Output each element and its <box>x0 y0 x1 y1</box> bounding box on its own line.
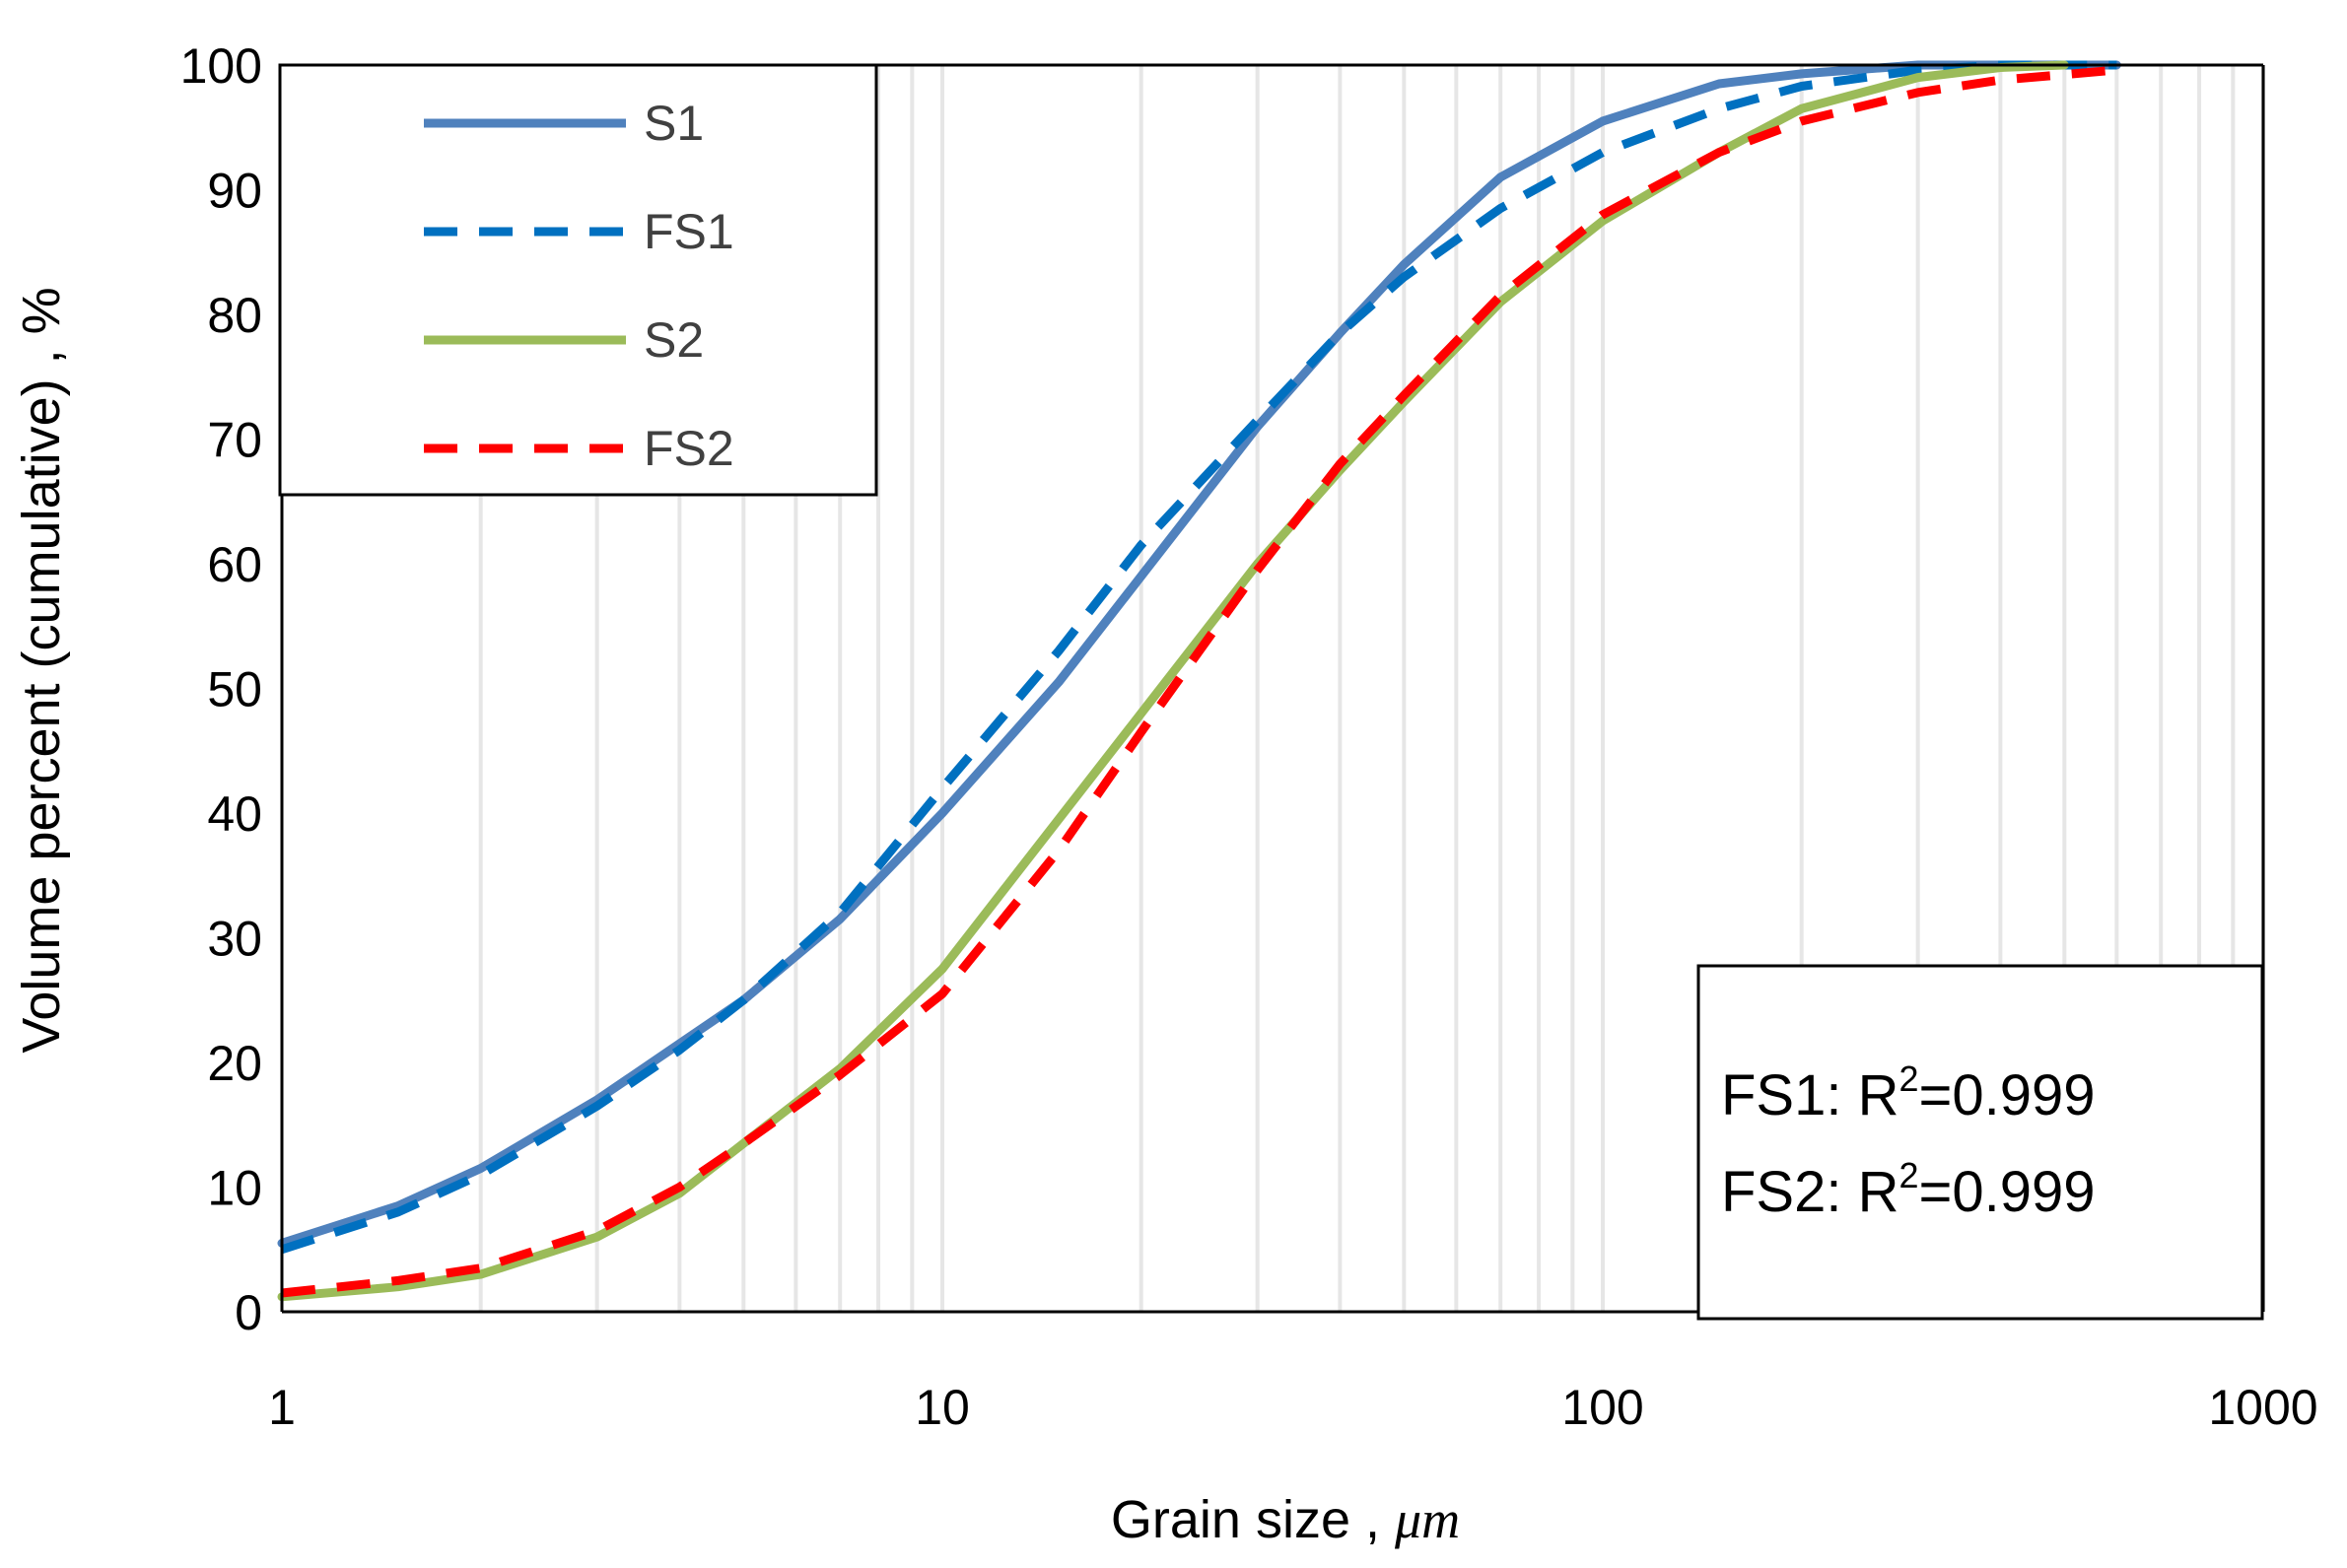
y-tick-labels: 0 10 20 30 40 50 60 70 80 90 100 <box>180 38 262 1340</box>
data-point-s1 <box>1404 264 1405 265</box>
data-point-fs1 <box>840 913 841 914</box>
data-point-s1 <box>480 1168 481 1169</box>
data-point-s2 <box>942 969 943 970</box>
data-point-fs1 <box>1718 108 1719 109</box>
data-point-s1 <box>397 1205 398 1206</box>
data-point-s2 <box>1801 108 1802 109</box>
data-point-fs1 <box>1917 70 1918 71</box>
data-point-s2 <box>397 1286 398 1287</box>
x-tick-label: 1 <box>268 1380 296 1435</box>
data-point-fs2 <box>1603 214 1604 215</box>
data-point-s1 <box>1140 576 1141 577</box>
data-point-fs2 <box>2116 70 2117 71</box>
data-point-fs1 <box>480 1174 481 1175</box>
legend-box <box>278 63 878 497</box>
y-tick-label: 70 <box>207 413 262 468</box>
x-tick-label: 10 <box>915 1380 970 1435</box>
data-point-fs1 <box>1603 152 1604 153</box>
data-point-fs1 <box>596 1106 597 1107</box>
data-point-fs2 <box>2000 80 2001 81</box>
legend-label-s1: S1 <box>644 96 704 151</box>
data-point-fs2 <box>1801 120 1802 121</box>
series-line-s2 <box>277 60 2069 1302</box>
y-tick-label: 50 <box>207 662 262 717</box>
x-tick-labels: 1 10 100 1000 <box>268 1380 2318 1435</box>
data-point-fs1 <box>1140 545 1141 546</box>
data-point-fs1 <box>1340 332 1341 333</box>
data-point-fs2 <box>1500 296 1501 297</box>
data-point-fs2 <box>480 1267 481 1268</box>
data-point-fs1 <box>1257 420 1258 421</box>
r-squared-fs1: FS1: R2=0.999 <box>1721 1058 2096 1127</box>
series-line-s1 <box>277 60 2121 1248</box>
data-point-s1 <box>1718 83 1719 84</box>
x-tick-label: 100 <box>1561 1380 1643 1435</box>
data-point-s2 <box>480 1274 481 1275</box>
r-squared-frame <box>1696 964 2264 1321</box>
data-point-s2 <box>2000 67 2001 68</box>
data-point-fs2 <box>1340 463 1341 464</box>
data-point-s2 <box>1917 77 1918 78</box>
series-line-fs1 <box>280 60 2117 1255</box>
data-point-fs1 <box>1058 650 1059 651</box>
x-axis-title: Grain size , μm <box>1111 1490 1460 1549</box>
y-tick-label: 30 <box>207 912 262 967</box>
data-point-fs2 <box>1404 395 1405 396</box>
series-line-fs2 <box>281 65 2117 1298</box>
data-point-s1 <box>596 1099 597 1100</box>
data-point-fs2 <box>596 1230 597 1231</box>
data-point-fs2 <box>1257 570 1258 571</box>
data-point-s1 <box>1500 176 1501 177</box>
legend-label-fs2: FS2 <box>644 421 734 476</box>
data-point-s1 <box>1603 120 1604 121</box>
x-tick-label: 1000 <box>2208 1380 2317 1435</box>
r-squared-box: FS1: R2=0.999 FS2: R2=0.999 <box>1696 964 2264 1321</box>
data-point-fs2 <box>1058 850 1059 851</box>
y-tick-label: 100 <box>180 38 262 94</box>
data-point-fs2 <box>1718 152 1719 153</box>
y-tick-label: 60 <box>207 537 262 592</box>
y-axis-title: Volume percent (cumulative) , % <box>12 287 71 1053</box>
data-point-fs1 <box>397 1211 398 1212</box>
series-lines <box>277 60 2121 1302</box>
y-tick-label: 40 <box>207 786 262 842</box>
data-point-s2 <box>1603 221 1604 222</box>
data-point-s2 <box>1140 713 1141 714</box>
data-point-s1 <box>1801 73 1802 74</box>
data-point-fs1 <box>1500 208 1501 209</box>
r-squared-fs2: FS2: R2=0.999 <box>1721 1155 2096 1224</box>
data-point-fs2 <box>942 993 943 994</box>
y-tick-label: 0 <box>235 1285 262 1340</box>
data-point-fs2 <box>840 1074 841 1075</box>
data-point-fs2 <box>1140 731 1141 732</box>
y-tick-label: 80 <box>207 288 262 343</box>
data-point-s2 <box>1058 819 1059 820</box>
data-point-fs1 <box>743 999 744 1000</box>
data-point-fs2 <box>397 1280 398 1281</box>
legend: S1 FS1 S2 FS2 <box>278 63 878 497</box>
y-tick-label: 90 <box>207 164 262 219</box>
data-point-s1 <box>840 919 841 920</box>
data-point-fs2 <box>743 1143 744 1144</box>
y-tick-label: 10 <box>207 1161 262 1216</box>
y-tick-label: 20 <box>207 1036 262 1091</box>
data-point-fs1 <box>942 787 943 788</box>
data-point-fs2 <box>1917 92 1918 93</box>
legend-label-s2: S2 <box>644 312 704 368</box>
data-point-fs2 <box>679 1187 680 1188</box>
data-point-s1 <box>942 813 943 814</box>
data-point-s2 <box>596 1237 597 1238</box>
legend-label-fs1: FS1 <box>644 204 734 259</box>
data-point-fs1 <box>679 1050 680 1051</box>
data-point-fs1 <box>1404 277 1405 278</box>
data-point-fs1 <box>1801 86 1802 87</box>
data-point-s1 <box>1058 682 1059 683</box>
